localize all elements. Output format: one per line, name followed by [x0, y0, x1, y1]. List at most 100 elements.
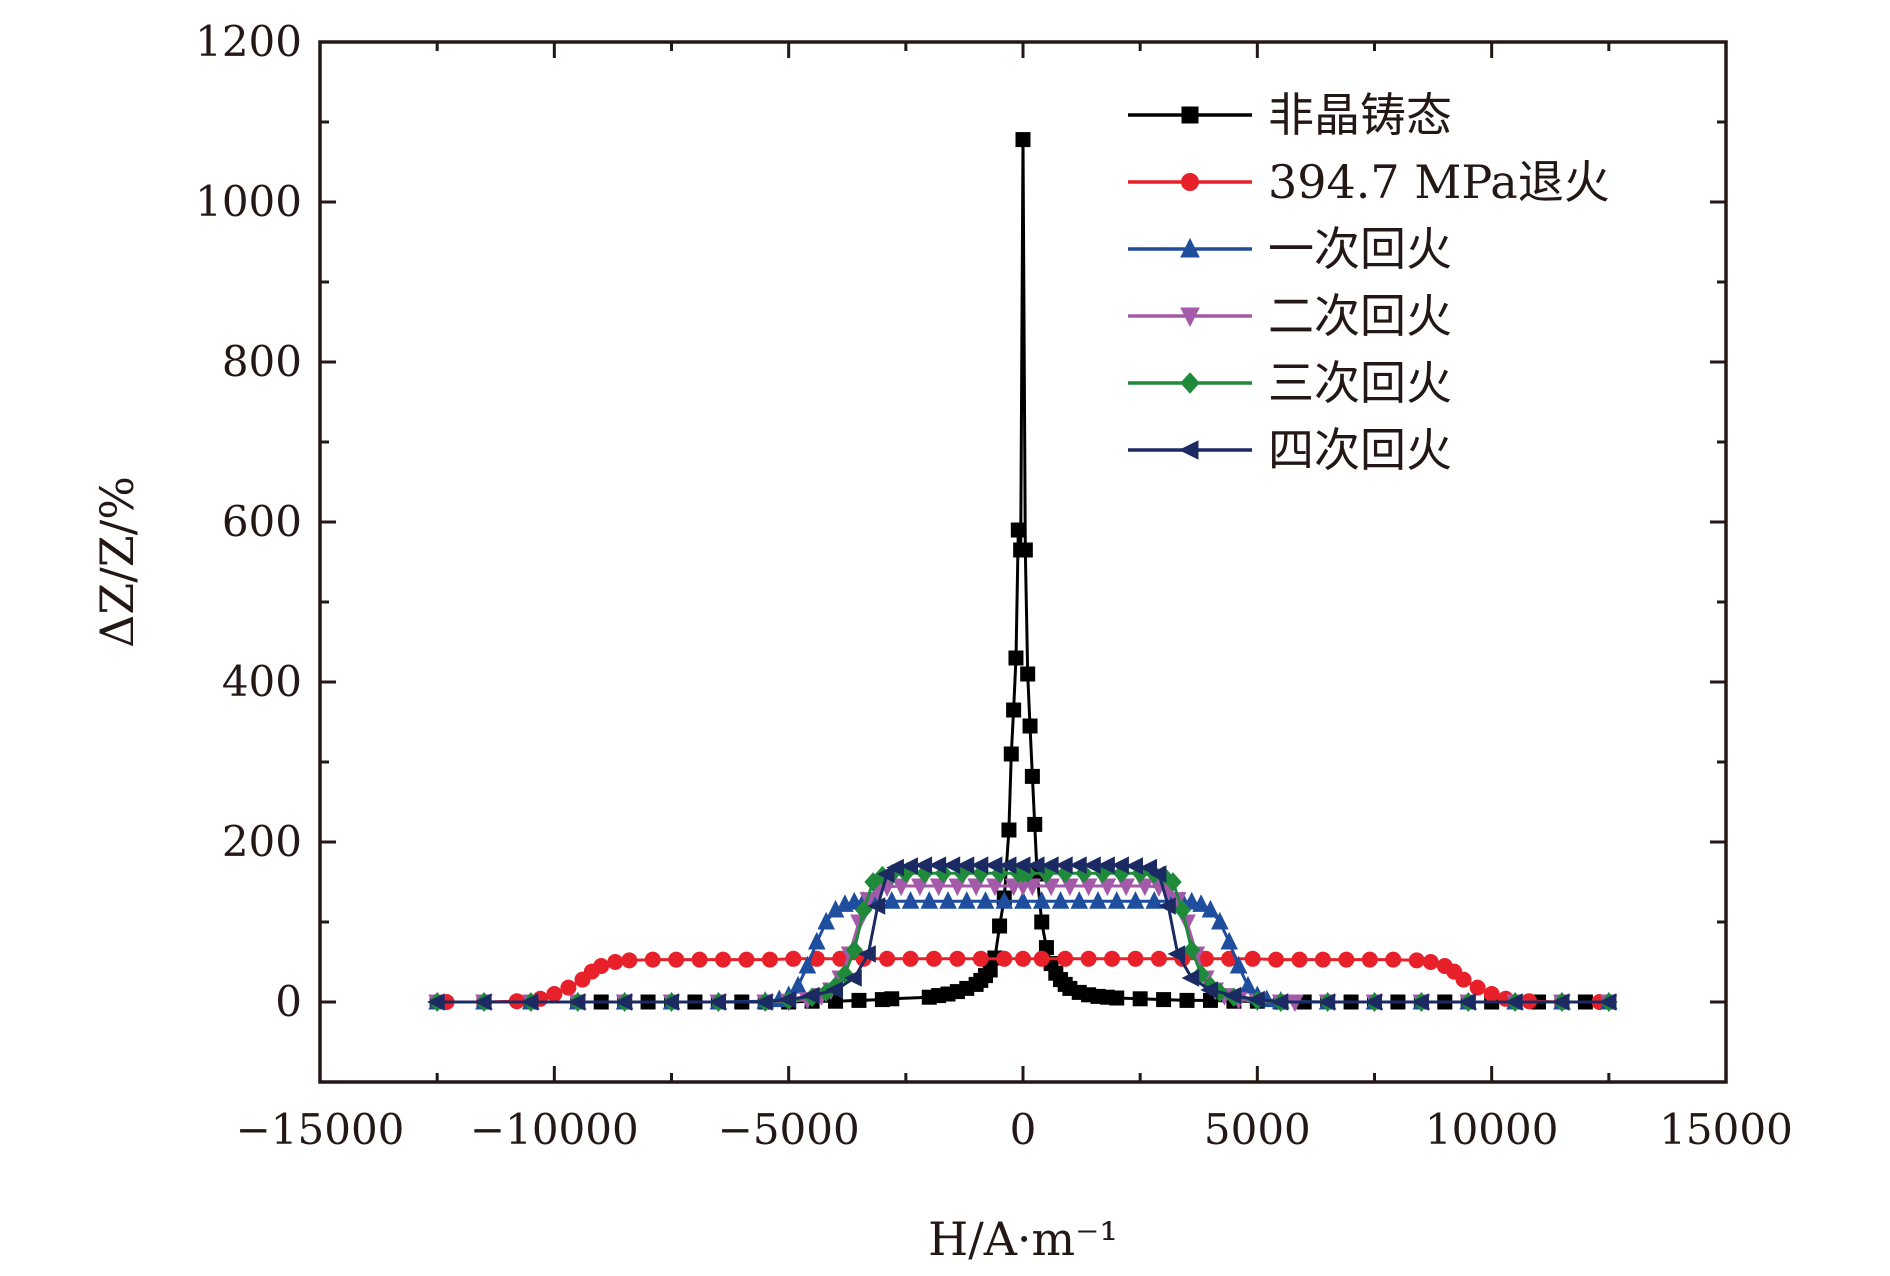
data-point	[1098, 878, 1117, 897]
data-point	[967, 878, 985, 897]
data-point	[1042, 878, 1060, 897]
legend-label: 四次回火	[1268, 423, 1452, 477]
data-point	[925, 950, 942, 967]
legend-entry: 一次回火	[1128, 222, 1452, 276]
data-point	[1192, 894, 1210, 912]
y-tick-label: 600	[222, 497, 302, 546]
data-point	[1223, 986, 1242, 1005]
data-point	[986, 878, 1004, 897]
data-point	[1239, 975, 1257, 994]
x-tick-label: 5000	[1204, 1105, 1311, 1154]
axis-ticks	[318, 40, 1728, 1084]
data-point	[1117, 878, 1135, 897]
x-tick-label: 15000	[1659, 1105, 1793, 1154]
data-point	[851, 992, 867, 1008]
data-point	[1027, 816, 1043, 832]
x-axis-title: H/A·m⁻¹	[928, 1212, 1118, 1266]
data-point	[949, 950, 966, 967]
data-point	[1201, 899, 1220, 918]
y-tick-label: 400	[222, 657, 302, 706]
data-point	[854, 900, 873, 920]
y-tick-label: 1200	[195, 17, 302, 66]
data-point	[1469, 979, 1486, 996]
data-point	[1145, 891, 1164, 909]
data-point	[738, 951, 755, 968]
data-point	[992, 918, 1008, 934]
data-point	[593, 958, 610, 974]
legend-marker	[1181, 106, 1199, 124]
data-point	[1010, 522, 1026, 538]
data-point	[901, 891, 920, 909]
data-point	[1022, 718, 1038, 734]
data-point	[1017, 542, 1033, 558]
data-point	[1164, 872, 1182, 892]
data-point	[1317, 993, 1336, 1011]
data-point	[1422, 954, 1439, 970]
legend-marker	[1178, 440, 1199, 460]
data-point	[1057, 950, 1074, 967]
data-point	[801, 986, 820, 1005]
data-point	[1598, 993, 1617, 1011]
data-point	[789, 975, 807, 994]
data-point	[1158, 897, 1176, 915]
data-point	[546, 986, 563, 1002]
data-point	[807, 931, 826, 950]
legend-marker	[1181, 173, 1199, 191]
data-point	[1079, 878, 1098, 897]
data-point	[845, 940, 863, 960]
data-point	[996, 950, 1013, 967]
data-point	[1109, 990, 1125, 1006]
legend-entry: 四次回火	[1128, 423, 1452, 477]
data-point	[1338, 951, 1355, 968]
series-2	[428, 891, 1618, 1010]
data-point	[1551, 993, 1570, 1011]
legend-entry: 二次回火	[1128, 289, 1452, 343]
data-point	[1033, 950, 1050, 967]
y-axis-title-text: ΔZ/Z/%	[90, 476, 144, 648]
data-point	[798, 955, 817, 974]
data-point	[715, 951, 732, 968]
data-point	[1182, 891, 1201, 910]
data-point	[920, 891, 939, 909]
legend-label: 三次回火	[1268, 356, 1452, 410]
y-tick-label: 800	[222, 337, 302, 386]
data-point	[1211, 911, 1229, 930]
data-point	[886, 858, 904, 877]
data-point	[1125, 857, 1143, 875]
data-point	[817, 911, 835, 930]
legend-marker	[1180, 307, 1200, 328]
data-point	[1070, 891, 1089, 909]
data-point	[1139, 858, 1158, 877]
data-point	[1408, 952, 1425, 969]
data-point	[1001, 822, 1017, 838]
data-point	[1458, 993, 1476, 1011]
data-point	[1361, 951, 1378, 968]
tick-labels: −15000 −10000 −5000 0 5000 10000 15000 0 200 400 6…	[195, 17, 1793, 1154]
data-point	[1014, 891, 1032, 909]
data-point	[1015, 950, 1031, 967]
data-point	[1080, 950, 1097, 967]
data-point	[1483, 986, 1500, 1002]
data-point	[1200, 981, 1218, 999]
data-point	[995, 891, 1014, 909]
y-axis-title: ΔZ/Z/%	[90, 476, 144, 648]
y-tick-label: 200	[222, 817, 302, 866]
data-point	[939, 891, 957, 909]
data-point	[844, 969, 862, 987]
data-point	[1034, 914, 1050, 930]
legend-label: 394.7 MPa退火	[1268, 155, 1610, 209]
data-point	[1244, 950, 1261, 967]
legend-label: 非晶铸态	[1268, 88, 1452, 142]
data-point	[1270, 993, 1289, 1011]
data-point	[1229, 955, 1248, 974]
x-axis-title-text: H/A·m⁻¹	[928, 1212, 1118, 1266]
data-point	[1104, 950, 1121, 967]
data-point	[1015, 132, 1031, 148]
data-point	[644, 951, 661, 968]
data-point	[1385, 951, 1402, 968]
data-point	[607, 954, 624, 970]
data-point	[1126, 891, 1145, 909]
data-point	[778, 990, 797, 1009]
